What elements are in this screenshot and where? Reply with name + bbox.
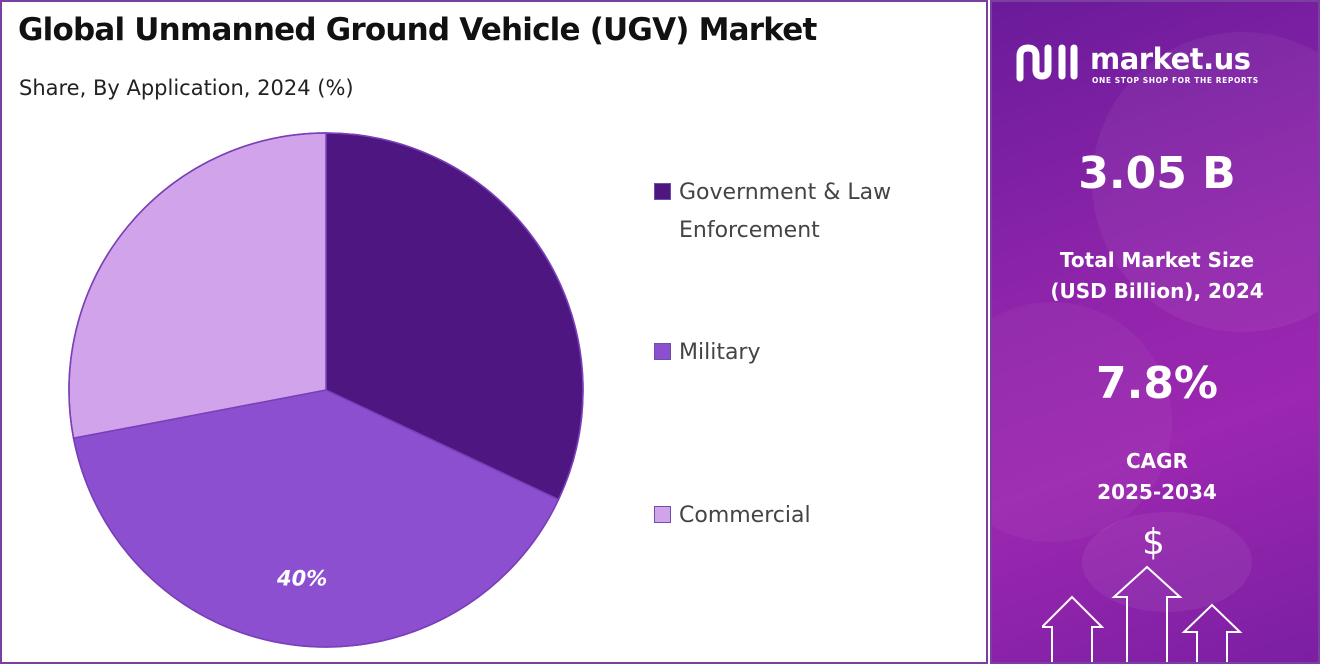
- pie-data-label-military: 40%: [276, 567, 327, 591]
- legend-swatch-commercial: [654, 506, 671, 523]
- summary-panel: market.us ONE STOP SHOP FOR THE REPORTS …: [990, 0, 1320, 664]
- growth-arrows-icon: [1042, 565, 1243, 662]
- brand-tagline: ONE STOP SHOP FOR THE REPORTS: [1092, 76, 1259, 85]
- cagr-label-line1: CAGR: [1126, 449, 1188, 473]
- dollar-icon: $: [1142, 522, 1165, 563]
- market-size-value: 3.05 B: [1078, 148, 1236, 199]
- legend-swatch-military: [654, 343, 671, 360]
- market-us-logo-icon: [1016, 44, 1078, 82]
- legend-label-commercial: Commercial: [679, 503, 811, 528]
- market-size-label-line1: Total Market Size: [1059, 248, 1255, 272]
- legend-item-government[interactable]: Government & Law Enforcement: [654, 174, 939, 250]
- pie-slice-commercial: [68, 132, 327, 440]
- cagr-label-line2: 2025-2034: [1097, 480, 1217, 504]
- brand: market.us ONE STOP SHOP FOR THE REPORTS: [1014, 40, 1304, 90]
- market-size-label-line2: (USD Billion), 2024: [1050, 279, 1264, 303]
- legend-label-government: Government & Law Enforcement: [679, 180, 892, 243]
- background-decoration: [992, 32, 1318, 612]
- chart-title: Global Unmanned Ground Vehicle (UGV) Mar…: [18, 12, 817, 48]
- cagr-value: 7.8%: [1095, 358, 1219, 409]
- pie-chart: 40%: [68, 132, 584, 648]
- pie-outline: [68, 132, 584, 648]
- brand-name: market.us: [1090, 42, 1251, 76]
- chart-panel: Global Unmanned Ground Vehicle (UGV) Mar…: [0, 0, 988, 664]
- legend-item-military[interactable]: Military: [654, 334, 939, 372]
- legend-swatch-government: [654, 183, 671, 200]
- legend-label-military: Military: [679, 340, 761, 365]
- legend-item-commercial[interactable]: Commercial: [654, 497, 939, 535]
- chart-subtitle: Share, By Application, 2024 (%): [19, 76, 354, 100]
